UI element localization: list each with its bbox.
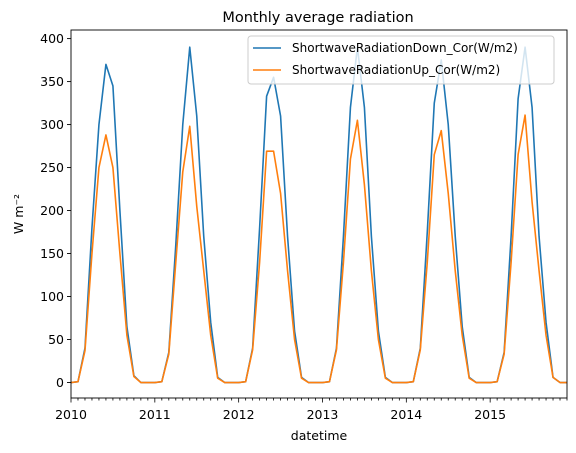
x-axis-label: datetime: [291, 428, 348, 443]
y-axis-label: W m⁻²: [11, 194, 26, 234]
x-tick-label: 2012: [223, 407, 255, 422]
legend-box: [247, 35, 555, 85]
x-tick-label: 2011: [139, 407, 171, 422]
x-tick-label: 2013: [307, 407, 339, 422]
legend-label-down: ShortwaveRadiationDown_Cor(W/m2): [292, 41, 518, 55]
legend-label-up: ShortwaveRadiationUp_Cor(W/m2): [292, 63, 500, 77]
axes-frame: [70, 29, 568, 399]
y-axis: 0 50 100 150 200 250 300 350 400: [40, 31, 71, 390]
legend: ShortwaveRadiationDown_Cor(W/m2) Shortwa…: [247, 35, 555, 85]
x-axis: 2010 2011 2012 2013 2014 2015: [55, 398, 568, 422]
x-tick-label: 2010: [55, 407, 87, 422]
y-tick-label: 150: [40, 246, 64, 261]
y-tick-label: 350: [40, 74, 64, 89]
y-tick-label: 50: [48, 332, 64, 347]
plot-area: [70, 46, 567, 384]
y-tick-label: 250: [40, 160, 64, 175]
chart-title: Monthly average radiation: [222, 10, 413, 26]
y-tick-label: 200: [40, 203, 64, 218]
x-tick-label: 2015: [474, 407, 506, 422]
y-tick-label: 300: [40, 117, 64, 132]
series-line-shortwave-up: [70, 114, 567, 384]
y-tick-label: 400: [40, 31, 64, 46]
y-tick-label: 0: [56, 375, 64, 390]
y-tick-label: 100: [40, 289, 64, 304]
x-tick-label: 2014: [390, 407, 422, 422]
